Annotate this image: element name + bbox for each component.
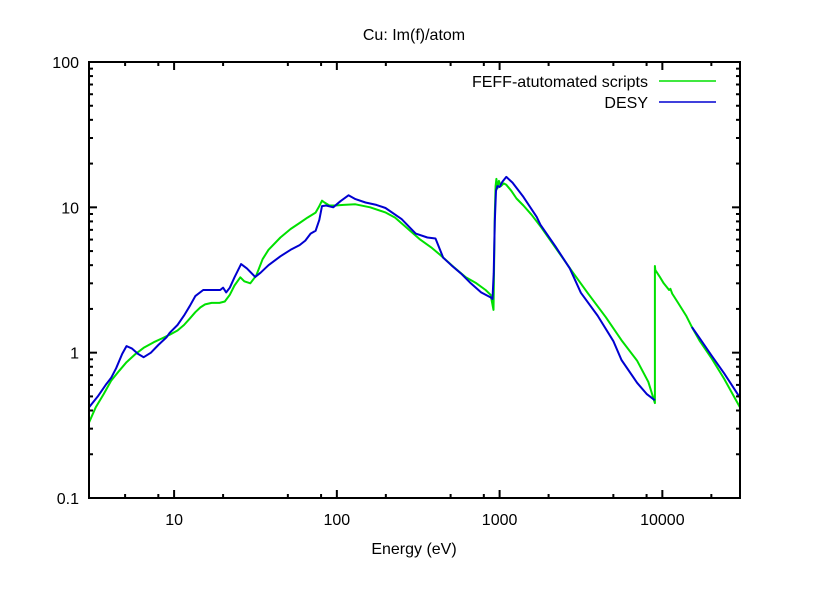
y-axis: 0.1 1 10 100 — [52, 55, 740, 508]
x-tick-label: 100 — [323, 512, 350, 529]
y-tick-label: 1 — [70, 346, 79, 363]
y-tick-label: 0.1 — [57, 491, 79, 508]
x-axis-label: Energy (eV) — [371, 541, 456, 558]
legend: FEFF-atutomated scripts DESY — [472, 74, 716, 112]
chart-title: Cu: Im(f)/atom — [363, 27, 465, 44]
x-axis: 10 100 1000 10000 — [124, 62, 713, 529]
legend-label: DESY — [604, 95, 648, 112]
legend-label: FEFF-atutomated scripts — [472, 74, 648, 91]
series-line-0 — [89, 177, 740, 424]
plot-frame — [88, 61, 741, 499]
y-tick-label: 100 — [52, 55, 79, 72]
x-tick-label: 10 — [165, 512, 183, 529]
plot-lines — [89, 175, 740, 424]
series-line-1-segment — [691, 326, 740, 399]
series-line-1 — [89, 175, 656, 409]
y-tick-label: 10 — [61, 200, 79, 217]
x-tick-label: 1000 — [482, 512, 518, 529]
x-tick-label: 10000 — [640, 512, 685, 529]
